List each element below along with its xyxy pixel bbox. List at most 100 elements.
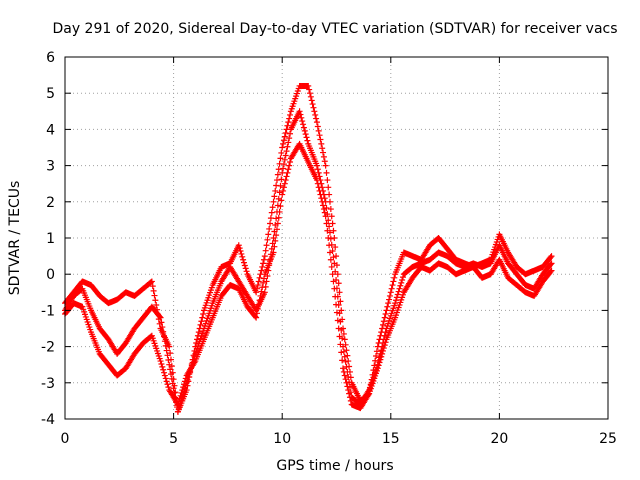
data-point [242,265,249,272]
data-point [256,297,263,304]
data-point [374,365,381,372]
data-point [322,162,329,169]
y-tick-label: -1 [41,303,55,319]
data-point [278,197,285,204]
data-point [279,191,286,198]
data-point [342,376,349,383]
data-point [163,347,170,354]
data-point [381,314,388,321]
data-point [284,143,291,150]
data-point [272,187,279,194]
data-point [176,395,183,402]
data-point [273,226,280,233]
data-point [347,397,354,404]
data-point [313,162,320,169]
data-point [243,268,250,275]
data-point [343,363,350,370]
data-point [280,140,287,147]
data-point [325,235,332,241]
data-point [273,177,280,184]
data-point [167,371,174,378]
data-point [263,278,270,285]
data-point [296,108,303,115]
data-point [387,289,394,296]
data-marks [62,82,555,415]
data-point [271,193,278,200]
data-point [344,352,351,359]
data-point [548,267,555,274]
data-point [320,149,327,156]
data-point [269,204,276,211]
data-point [166,361,173,368]
data-point [261,253,268,260]
data-point [254,310,261,317]
data-point [391,274,398,281]
data-point [273,215,280,222]
data-point [390,278,397,285]
data-point [328,263,335,270]
data-point [270,198,277,205]
data-point [161,338,168,345]
data-point [278,176,285,183]
data-point [340,365,347,372]
data-point [300,121,307,128]
data-point [330,227,337,234]
data-point [200,311,207,318]
data-point [316,132,323,139]
data-point [153,301,160,308]
data-point [284,169,291,176]
data-point [379,321,386,328]
data-point [333,253,340,260]
data-point [160,366,167,373]
data-series-track-3 [62,140,555,412]
x-tick-label: 10 [273,431,291,447]
data-point [258,267,265,274]
data-point [378,353,385,360]
y-tick-label: 4 [46,122,55,138]
data-point [174,401,181,408]
data-point [312,111,319,118]
x-tick-label: 0 [61,431,70,447]
data-point [327,206,334,213]
data-point [318,140,325,147]
data-point [181,381,188,388]
data-point [328,213,335,220]
data-point [287,158,294,165]
data-point [286,135,293,142]
data-point [396,285,403,292]
data-point [323,220,330,227]
data-point [260,256,267,263]
data-point [326,249,333,256]
data-point [313,177,320,184]
data-point [254,285,261,292]
data-point [389,282,396,289]
data-point [316,187,323,194]
data-point [167,366,174,373]
data-point [260,275,267,282]
data-point [267,215,274,222]
data-point [254,305,261,312]
data-point [280,165,287,172]
data-point [313,119,320,126]
data-point [277,203,284,210]
y-tick-label: 0 [46,267,55,283]
data-point [270,249,277,256]
data-point [373,348,380,355]
data-point [302,131,309,138]
data-point [379,347,386,354]
data-point [266,225,273,232]
data-point [274,171,281,178]
data-point [380,345,387,352]
data-point [280,184,287,191]
data-point [285,119,292,126]
data-point [322,213,329,220]
data-point [375,362,382,369]
data-point [283,173,290,180]
data-point [382,339,389,346]
data-point [315,169,322,176]
data-point [241,262,248,269]
data-point [161,372,168,379]
data-point [297,111,304,118]
data-point [326,191,333,198]
data-point [284,122,291,129]
